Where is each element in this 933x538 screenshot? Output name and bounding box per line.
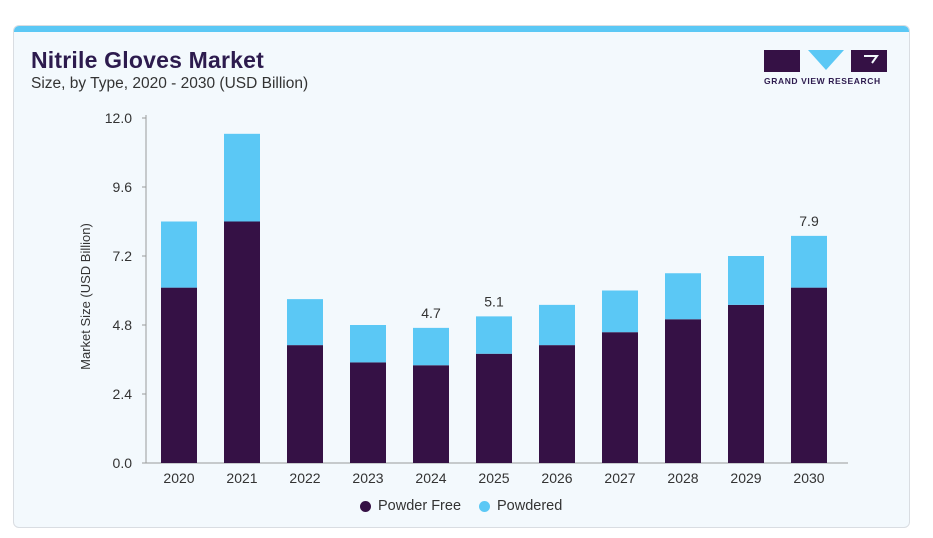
legend-label-powder-free: Powder Free (378, 498, 462, 514)
y-tick-label: 12.0 (105, 110, 132, 126)
legend-item-powdered: Powdered (479, 498, 562, 514)
logo-triangle (808, 50, 844, 70)
bar-powder-free-2020 (161, 287, 197, 463)
x-tick-label-2023: 2023 (352, 470, 383, 486)
bar-powder-free-2027 (602, 332, 638, 463)
bar-powder-free-2024 (413, 365, 449, 463)
x-tick-label-2029: 2029 (730, 470, 761, 486)
bar-powdered-2025 (476, 316, 512, 354)
bar-powdered-2027 (602, 290, 638, 333)
x-tick-label-2024: 2024 (415, 470, 446, 486)
y-tick-label: 7.2 (113, 248, 133, 264)
bar-powdered-2028 (665, 273, 701, 320)
x-tick-label-2021: 2021 (226, 470, 257, 486)
x-tick-label-2020: 2020 (163, 470, 194, 486)
legend-label-powdered: Powdered (497, 498, 563, 514)
x-tick-label-2025: 2025 (478, 470, 509, 486)
accent-bar (14, 26, 909, 32)
x-tick-label-2027: 2027 (604, 470, 635, 486)
x-tick-label-2030: 2030 (793, 470, 824, 486)
grand-view-research-logo (764, 50, 887, 72)
y-tick-label: 0.0 (113, 455, 133, 471)
chart-axes: 0.0 2.4 4.8 7.2 9.6 12.0 Market Size (USD Bill… (78, 110, 848, 471)
data-label-2025: 5.1 (484, 293, 504, 309)
chart-legend: Powder Free Powdered (360, 496, 580, 516)
bar-powder-free-2021 (224, 221, 260, 463)
y-axis-title: Market Size (USD Billion) (78, 223, 93, 370)
legend-swatch-powdered (479, 500, 491, 512)
chart-bars (161, 133, 827, 463)
bar-powder-free-2022 (287, 345, 323, 463)
bar-powdered-2021 (224, 133, 260, 222)
bar-powder-free-2026 (539, 345, 575, 463)
chart-title: Nitrile Gloves Market (31, 47, 265, 73)
chart-subtitle: Size, by Type, 2020 - 2030 (USD Billion) (31, 75, 309, 92)
y-tick-label: 2.4 (113, 386, 133, 402)
bar-powder-free-2025 (476, 353, 512, 463)
bar-powdered-2023 (350, 325, 386, 363)
bar-powdered-2024 (413, 327, 449, 366)
bar-powdered-2020 (161, 221, 197, 288)
legend-swatch-powder-free (360, 500, 371, 512)
chart-labels: 2020 2021 2022 2023 2024 2025 2026 2027 2028 2029… (163, 213, 824, 486)
legend-item-powder-free: Powder Free (360, 498, 461, 514)
data-label-2024: 4.7 (421, 305, 441, 321)
x-tick-label-2026: 2026 (541, 470, 572, 486)
bar-powder-free-2030 (791, 287, 827, 463)
x-tick-label-2028: 2028 (667, 470, 698, 486)
bar-powder-free-2029 (728, 304, 764, 463)
data-label-2030: 7.9 (799, 213, 819, 229)
bar-powdered-2026 (539, 304, 575, 346)
bar-powdered-2029 (728, 256, 764, 305)
bar-powdered-2030 (791, 235, 827, 288)
bar-powdered-2022 (287, 299, 323, 346)
bar-powder-free-2023 (350, 362, 386, 463)
logo-text: GRAND VIEW RESEARCH (764, 76, 881, 86)
logo-block-left (764, 50, 800, 72)
bar-powder-free-2028 (665, 319, 701, 463)
x-tick-label-2022: 2022 (289, 470, 320, 486)
y-tick-label: 4.8 (113, 317, 133, 333)
y-tick-label: 9.6 (113, 179, 133, 195)
